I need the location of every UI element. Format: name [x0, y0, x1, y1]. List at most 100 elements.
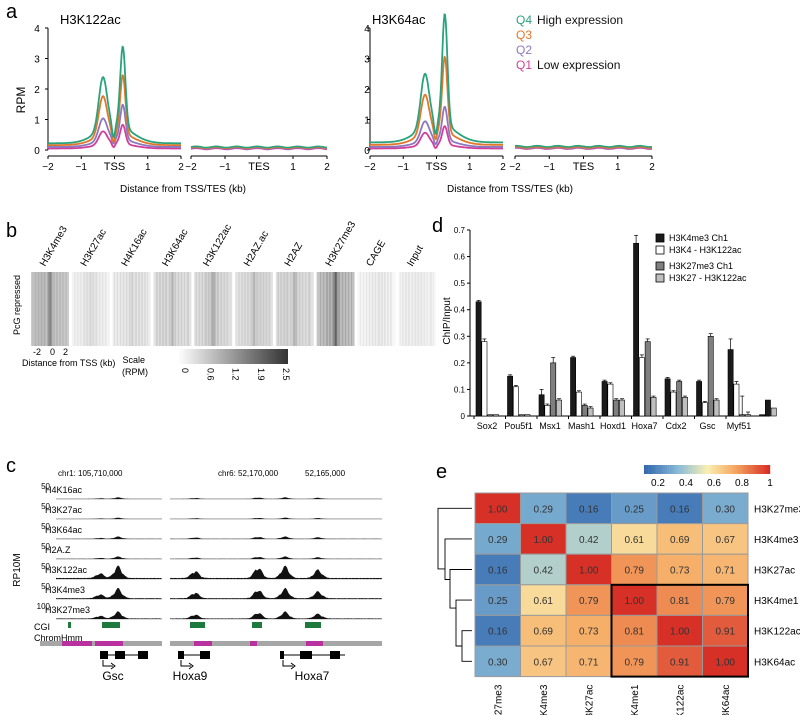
dendrogram-branch	[455, 599, 472, 647]
bar-myf51-s3	[745, 414, 751, 417]
legend-label: H3K27 - H3K122ac	[669, 273, 747, 283]
x-tick-label: 2	[649, 162, 655, 173]
panel-a-ylabel: RPM	[14, 87, 28, 114]
track-name: H2A.Z	[45, 545, 71, 555]
panel-a-xlabel-2: Distance from TSS/TES (kb)	[447, 184, 573, 195]
cell-value: 0.79	[625, 566, 645, 577]
panel-c: RP10M chr1: 105,710,000 chr6: 52,170,000…	[12, 469, 382, 683]
cgi-block	[190, 622, 205, 628]
panel-b-scale-title: Scale	[122, 355, 145, 365]
colorbar-cell	[662, 465, 666, 474]
tes-line-Q3	[515, 145, 653, 149]
tss-line-Q4	[370, 13, 503, 144]
legend-key-Q1: Q1	[516, 58, 532, 72]
bar-myf51-s1	[733, 383, 740, 417]
cell-value: 0.71	[579, 657, 599, 668]
bar-hoxa7-s2	[644, 341, 651, 417]
y-tick-label: 0	[461, 412, 466, 421]
heatmap-cell	[702, 553, 749, 586]
panel-c-ylabel: RP10M	[12, 553, 23, 586]
heatmap-cell	[611, 645, 658, 678]
heatmap-cell	[565, 645, 612, 678]
cell-value: 0.69	[670, 535, 690, 546]
bar-cdx2-s2	[676, 381, 683, 417]
track-scale: 50	[41, 582, 50, 591]
panel-b-xtick-right: 2	[63, 347, 68, 357]
track-signal	[170, 536, 382, 539]
colorbar-tick-label: 1	[767, 478, 773, 489]
x-tick-label: Hoxd1	[600, 421, 626, 431]
tss-arrow	[282, 660, 293, 667]
track-image	[316, 272, 355, 346]
panel-label-e: e	[436, 461, 447, 483]
bar-hoxa7-s3	[650, 397, 657, 417]
track-scale: 50	[41, 502, 50, 511]
colorbar-cell	[646, 465, 649, 474]
colorbar-cell	[753, 465, 756, 474]
panel-e-matrix: 1.00 0.29 0.16 0.25 0.16 0.30 0.29 1.00 0.42 0.61…	[474, 492, 800, 715]
bar-gsc-s1	[701, 402, 708, 417]
bar-myf51-s2	[739, 414, 746, 417]
gene-exon	[200, 651, 210, 659]
y-tick-label: 0.6	[454, 253, 466, 262]
bar-msx1-s2	[550, 362, 557, 417]
chromhmm-state	[62, 641, 92, 646]
heatmap-cell	[474, 492, 521, 525]
track-label: H3K27ac	[79, 227, 109, 268]
y-tick-label: 0.4	[454, 306, 466, 315]
panel-b-scale-unit: (RPM)	[122, 367, 148, 377]
bar-tail	[770, 407, 777, 417]
cell-value: 0.42	[534, 566, 554, 577]
gene-exon	[280, 651, 284, 659]
x-tick-label: 2	[178, 162, 184, 173]
track-label: H4K16ac	[120, 227, 150, 268]
heatmap-cell	[702, 645, 749, 678]
tss-arrow	[180, 660, 191, 667]
track-signal	[170, 497, 382, 499]
legend-label: H3K4 - H3K122ac	[669, 245, 742, 255]
colorbar-cell	[648, 465, 651, 474]
cell-value: 0.25	[625, 504, 645, 515]
row-label: H3K27ac	[754, 566, 795, 577]
chromhmm-state	[306, 641, 323, 646]
tss-line-Q3	[370, 55, 503, 146]
tes-line-Q4	[190, 145, 328, 149]
panel-d-plot: 0 0.1 0.2 0.3 0.4 0.5 0.6 0.7 Sox2 Pou5f1 Msx1 Mash…	[454, 226, 777, 431]
x-tick-label: Hoxa7	[631, 421, 657, 431]
track-label: H3K122ac	[201, 223, 234, 269]
cell-value: 0.29	[534, 504, 554, 515]
panel-b-scale-bar	[178, 349, 288, 364]
bar-cdx2-s3	[682, 397, 688, 417]
legend-key-Q4: Q4	[516, 13, 532, 27]
bar-cdx2-s0	[664, 378, 671, 417]
colorbar-cell	[654, 465, 657, 474]
bar-sox2-s0	[475, 301, 482, 417]
colorbar-tick-label: 0.8	[735, 478, 749, 489]
row-label: H3K64ac	[754, 657, 795, 668]
panel-a-xlabel-1: Distance from TSS/TES (kb)	[120, 184, 246, 195]
panel-e: 0.2 0.4 0.6 0.8 1 1.00 0.29 0.16 0.25 0.16 0.300.…	[437, 465, 800, 715]
track-label: H3K64ac	[160, 227, 190, 268]
colorbar-cell	[683, 465, 687, 474]
legend-entry-Q2: Q2	[516, 43, 532, 57]
colorbar-cell	[734, 465, 737, 474]
legend-label-Q1: Low expression	[537, 58, 620, 72]
cell-value: 0.16	[488, 627, 508, 638]
cell-value: 0.61	[534, 596, 554, 607]
x-tick-label: Msx1	[539, 421, 561, 431]
panel-a-title-1: H3K122ac	[60, 12, 121, 27]
track-signal	[170, 565, 382, 579]
track-scale: 50	[41, 542, 50, 551]
heatmap-track-h4k16ac: H4K16ac	[112, 227, 151, 346]
colorbar-cell	[711, 465, 714, 474]
x-tick-label: Gsc	[699, 421, 716, 431]
panel-d-ylabel: ChIP/Input	[442, 297, 453, 344]
bar-msx1-s0	[538, 394, 545, 417]
colorbar-cell	[740, 465, 743, 474]
y-tick-label: 1	[34, 116, 40, 127]
row-label: H3K4me3	[754, 535, 799, 546]
